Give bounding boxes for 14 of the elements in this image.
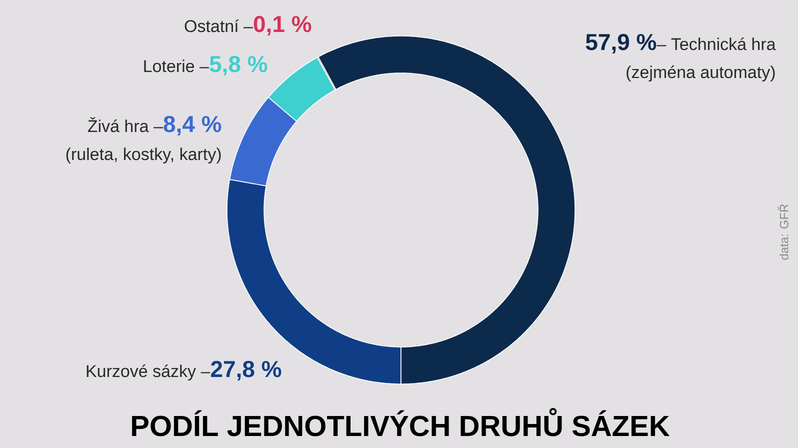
data-label: 57,9 % [586,34,656,54]
slice-label: Loterie – [144,60,209,72]
data-label: 0,1 % [254,16,312,36]
data-label: 8,4 % [164,116,222,136]
text: data: GFŘ [778,204,788,260]
data-label: 27,8 % [210,360,282,381]
text: (ruleta, kostky, karty) [66,148,221,164]
text: PODÍL JEDNOTLIVÝCH DRUHŮ SÁZEK [132,408,670,436]
slice-label: Kurzové sázky – [86,364,210,381]
text: (zejména automaty) [626,65,775,82]
slice-label: Ostatní – [184,19,253,32]
data-label: 5,8 % [210,56,268,76]
slice-label: – Technická hra [656,37,776,50]
slice-label: Živá hra – [88,117,163,132]
